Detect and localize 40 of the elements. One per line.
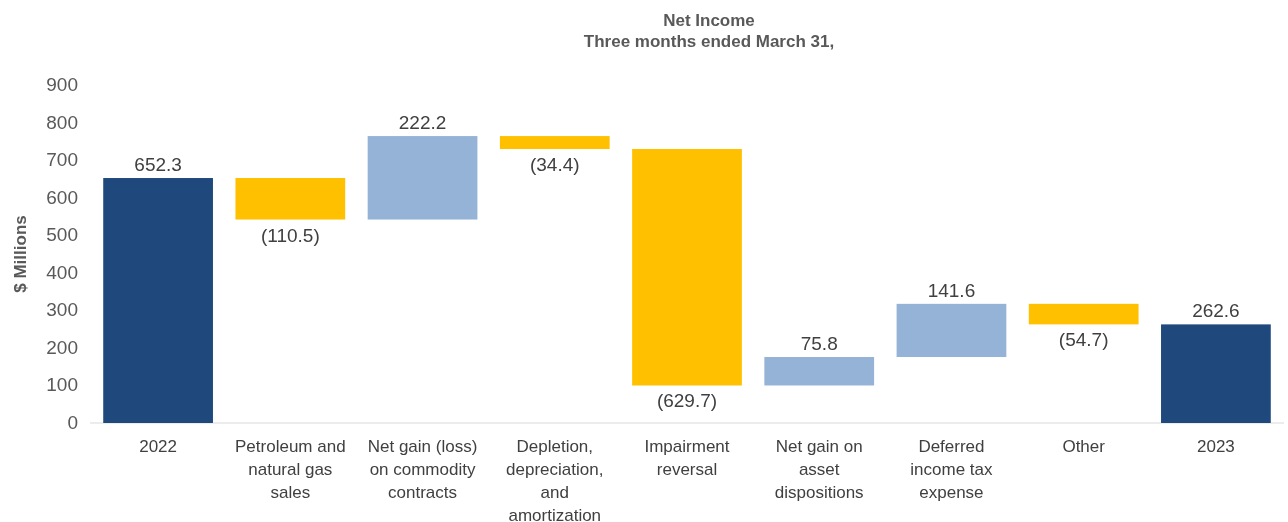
data-label: (110.5) xyxy=(260,224,320,246)
data-label: 652.3 xyxy=(134,154,182,176)
bar xyxy=(235,178,346,220)
data-label: 75.8 xyxy=(800,333,838,355)
x-tick-label: Depletion, depreciation, and amortization xyxy=(506,437,604,522)
data-label: 141.6 xyxy=(927,279,976,301)
data-label: (54.7) xyxy=(1058,329,1109,351)
bar xyxy=(367,136,478,220)
bar xyxy=(632,149,742,386)
bar xyxy=(103,178,213,423)
y-tick-label: 300 xyxy=(46,299,78,321)
y-tick-label: 400 xyxy=(46,261,78,283)
data-label: 222.2 xyxy=(398,112,447,134)
data-label: (34.4) xyxy=(529,153,580,175)
bar xyxy=(1028,303,1139,325)
bar xyxy=(1161,324,1271,423)
bar xyxy=(764,357,875,386)
y-tick-label: 500 xyxy=(46,224,78,246)
y-tick-label: 600 xyxy=(46,186,78,208)
chart-subtitle: Three months ended March 31, xyxy=(583,32,835,51)
x-tick-label: Net gain on asset dispositions xyxy=(774,437,864,502)
x-tick-label: Net gain (loss) on commodity contracts xyxy=(367,437,478,502)
y-tick-label: 900 xyxy=(46,74,78,95)
bar xyxy=(499,136,610,149)
y-tick-label: 200 xyxy=(46,336,78,358)
y-axis-title: $ Millions xyxy=(11,215,30,293)
x-tick-label: Other xyxy=(1062,437,1106,456)
y-tick-label: 100 xyxy=(46,374,78,396)
bar xyxy=(896,303,1007,358)
y-tick-label: 700 xyxy=(46,149,78,171)
y-tick-label: 0 xyxy=(67,412,78,433)
x-tick-label: 2023 xyxy=(1196,437,1235,456)
y-tick-label: 800 xyxy=(46,111,78,133)
chart-title: Net Income xyxy=(663,11,755,30)
data-label: 262.6 xyxy=(1192,300,1240,322)
x-tick-label: Petroleum and natural gas sales xyxy=(235,437,346,502)
x-tick-label: Impairment reversal xyxy=(644,437,730,479)
x-tick-label: Deferred income tax expense xyxy=(910,437,994,502)
data-label: (629.7) xyxy=(656,390,718,412)
x-tick-label: 2022 xyxy=(139,437,178,456)
